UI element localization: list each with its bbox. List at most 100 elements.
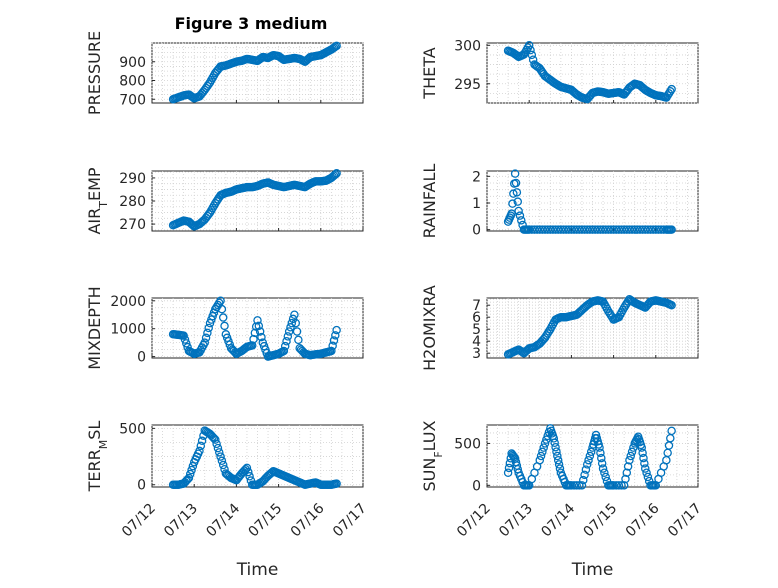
data-point (611, 225, 621, 234)
data-point (204, 323, 213, 333)
data-point (517, 216, 526, 225)
data-point (569, 481, 579, 490)
data-point (619, 225, 629, 234)
data-point (643, 225, 653, 234)
data-point (187, 465, 196, 475)
y-tick-label: 1000 (110, 322, 146, 338)
data-point (635, 225, 645, 234)
data-point (184, 473, 194, 483)
y-axis-label: RAINFALL (420, 164, 439, 239)
data-point (572, 225, 581, 234)
data-point (329, 336, 339, 345)
data-point (561, 225, 571, 234)
data-point (614, 225, 624, 234)
data-point (555, 464, 565, 473)
data-point (625, 455, 634, 465)
data-point (667, 300, 676, 310)
data-point (617, 481, 626, 490)
data-point (524, 41, 534, 50)
y-tick-label: 800 (119, 74, 146, 90)
data-point (540, 333, 550, 342)
data-point (596, 225, 605, 234)
data-point (667, 426, 676, 436)
data-point (216, 296, 225, 306)
y-tick-label: 900 (119, 55, 146, 71)
data-point (622, 225, 632, 234)
y-tick-label: 700 (119, 92, 146, 108)
data-point (212, 302, 221, 312)
data-point (247, 341, 257, 350)
subplot-mixdepth: 0 1000 2000 MIXDEPTH (85, 286, 364, 370)
data-point (582, 460, 592, 469)
y-tick-label: 2 (472, 169, 481, 185)
data-point (581, 465, 591, 474)
data-point (331, 170, 340, 179)
data-point (546, 225, 555, 234)
data-point (204, 80, 213, 89)
y-tick-label: 290 (119, 171, 146, 187)
data-point (580, 225, 589, 234)
data-point (598, 464, 608, 473)
data-point (218, 313, 228, 322)
y-tick-label: 280 (119, 194, 146, 210)
y-axis-label: AIRTEMP (85, 167, 110, 234)
data-point (332, 169, 341, 178)
data-point (287, 318, 297, 328)
y-tick-label: 0 (472, 478, 481, 494)
data-point (597, 459, 607, 468)
data-point (505, 458, 515, 468)
data-point (253, 316, 262, 325)
data-point (605, 309, 614, 318)
data-point (185, 469, 195, 479)
data-point (637, 443, 646, 452)
data-point (611, 481, 621, 490)
y-axis-label: THETA (420, 47, 439, 99)
data-point (332, 325, 341, 335)
data-point (559, 225, 568, 234)
data-point (195, 446, 204, 456)
data-point (332, 41, 341, 51)
data-point (282, 337, 291, 346)
data-point (606, 225, 616, 234)
data-point (542, 331, 551, 340)
data-point (242, 463, 252, 473)
data-point (630, 225, 639, 234)
data-point (638, 448, 647, 458)
subplot-air_temp: 270 280 290 AIRTEMP (85, 167, 364, 235)
data-point (585, 451, 595, 461)
y-axis-label: H2OMIXRA (420, 285, 439, 371)
data-point (250, 328, 260, 338)
data-point (549, 434, 559, 443)
y-tick-label: 500 (454, 436, 481, 452)
y-tick-label: 0 (472, 223, 481, 239)
data-point (627, 225, 637, 234)
subplot-pressure: 700 800 900 PRESSURE (85, 31, 364, 115)
y-tick-label: 0 (137, 478, 146, 494)
data-point (526, 45, 535, 55)
data-point (609, 225, 618, 234)
y-tick-label: 5 (472, 322, 481, 338)
data-point (292, 327, 302, 336)
y-tick-label: 6 (472, 310, 481, 326)
data-point (626, 451, 635, 461)
data-point (548, 225, 558, 234)
data-point (515, 211, 525, 220)
data-point (196, 441, 206, 451)
data-point (241, 464, 250, 474)
data-point (601, 225, 610, 234)
data-point (593, 225, 603, 234)
data-point (540, 225, 550, 234)
data-point (254, 321, 264, 331)
data-point (332, 479, 341, 488)
data-point (331, 42, 340, 52)
data-point (666, 87, 675, 96)
data-point (257, 332, 266, 342)
data-point (577, 225, 587, 234)
data-point (208, 432, 217, 442)
data-point (329, 171, 339, 180)
data-point (641, 225, 650, 234)
data-point (585, 225, 595, 234)
data-point (216, 452, 225, 461)
data-point (667, 225, 676, 234)
